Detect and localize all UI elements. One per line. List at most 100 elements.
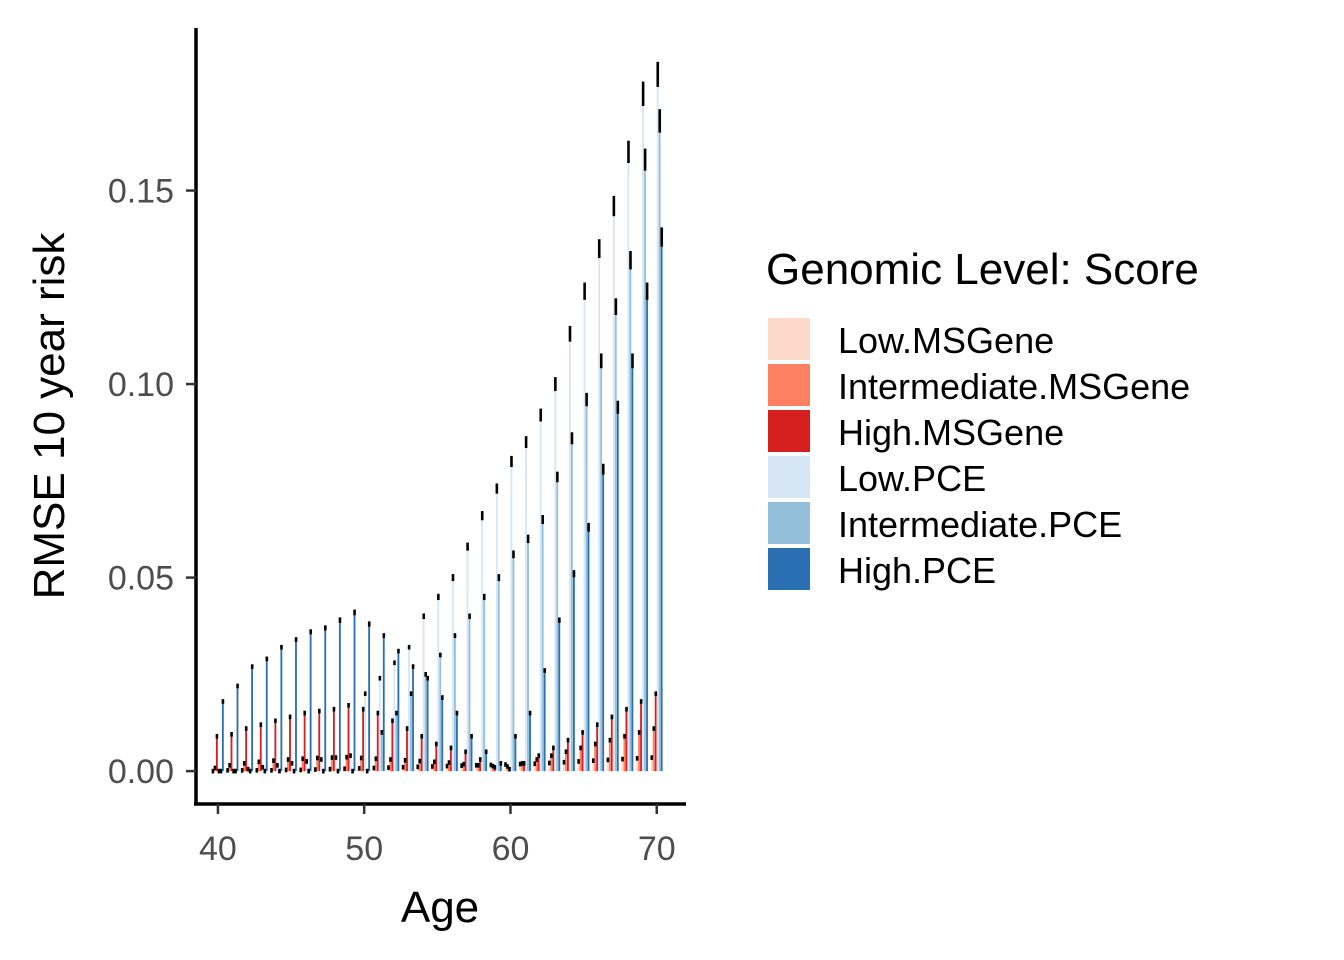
bar: [556, 476, 559, 772]
bar: [435, 744, 438, 772]
bar: [445, 766, 448, 772]
bar: [380, 732, 383, 772]
x-tick-label: 40: [199, 830, 237, 868]
bar: [420, 736, 423, 772]
bar: [600, 360, 603, 772]
x-axis-title: Age: [401, 883, 479, 932]
bar: [485, 751, 488, 772]
bar: [533, 763, 536, 772]
bar: [610, 716, 613, 772]
y-tick-label: 0.15: [108, 173, 174, 211]
bar: [324, 627, 327, 772]
bar: [614, 306, 617, 772]
bar: [397, 651, 400, 772]
bars-layer: [213, 74, 663, 772]
bar: [527, 538, 529, 772]
bar: [426, 678, 429, 772]
bar: [627, 151, 630, 772]
bar: [554, 384, 557, 772]
bar: [592, 760, 595, 772]
bar: [391, 720, 394, 772]
bar: [437, 596, 440, 772]
x-tick-label: 60: [492, 830, 530, 868]
bar: [447, 762, 450, 772]
bar: [320, 759, 323, 772]
bar: [489, 764, 492, 772]
bar: [362, 709, 365, 772]
bar: [301, 758, 304, 772]
legend-label: Intermediate.PCE: [838, 504, 1122, 545]
legend-swatch: [768, 502, 810, 544]
legend-swatch: [768, 548, 810, 590]
bar: [410, 693, 412, 772]
bar: [364, 693, 367, 772]
bar: [475, 765, 478, 772]
bar: [523, 763, 525, 772]
legend-label: Intermediate.MSGene: [838, 366, 1190, 407]
legend-label: High.PCE: [838, 550, 996, 591]
bar: [535, 759, 538, 772]
bar: [646, 291, 648, 772]
x-ticks: 40 50 60 70: [199, 804, 676, 868]
bar: [537, 755, 540, 772]
bar: [368, 624, 371, 772]
bar: [479, 759, 482, 772]
bar: [541, 519, 544, 772]
bar: [406, 728, 408, 772]
bar: [449, 747, 452, 772]
bar: [656, 74, 659, 772]
legend: Low.MSGene Intermediate.MSGene High.MSGene…: [768, 318, 1190, 591]
bar: [510, 461, 513, 772]
bar: [230, 734, 233, 772]
bar: [543, 670, 546, 772]
bar: [412, 666, 414, 772]
bar: [462, 764, 465, 772]
bar: [606, 759, 609, 772]
bar: [470, 736, 473, 772]
bar: [579, 747, 582, 772]
bar: [245, 728, 248, 772]
bar: [495, 488, 498, 772]
bar: [236, 685, 239, 772]
bar: [577, 761, 580, 772]
bar: [332, 709, 335, 772]
bar: [572, 573, 575, 772]
bar: [408, 647, 410, 772]
bar: [621, 759, 624, 772]
bar: [497, 577, 500, 772]
bar: [539, 415, 542, 772]
bar: [215, 736, 218, 772]
bar: [360, 757, 363, 772]
bar: [455, 713, 458, 772]
bar: [295, 639, 297, 772]
bar: [376, 713, 379, 772]
bar: [570, 438, 573, 772]
bar: [499, 763, 502, 772]
legend-swatch: [768, 364, 810, 406]
bar: [276, 765, 279, 772]
bar: [422, 616, 425, 772]
x-tick-label: 50: [345, 830, 383, 868]
y-tick-label: 0.00: [108, 753, 174, 791]
bar: [652, 728, 655, 772]
bar: [287, 759, 289, 772]
y-tick-label: 0.10: [108, 366, 174, 404]
bar: [280, 647, 283, 772]
bar: [642, 93, 644, 772]
bar: [303, 713, 306, 772]
bar: [477, 765, 480, 772]
bar: [608, 740, 611, 772]
bar: [374, 758, 377, 772]
legend-label: High.MSGene: [838, 412, 1064, 453]
bar: [378, 678, 381, 772]
bar: [468, 616, 471, 772]
legend-title: Genomic Level: Score: [766, 245, 1199, 294]
bar: [228, 765, 231, 772]
bar: [562, 762, 565, 772]
bar: [334, 757, 337, 772]
legend-label: Low.MSGene: [838, 320, 1054, 361]
bar: [395, 713, 398, 772]
bar: [251, 666, 254, 772]
bar: [636, 758, 638, 772]
bar: [491, 766, 494, 772]
